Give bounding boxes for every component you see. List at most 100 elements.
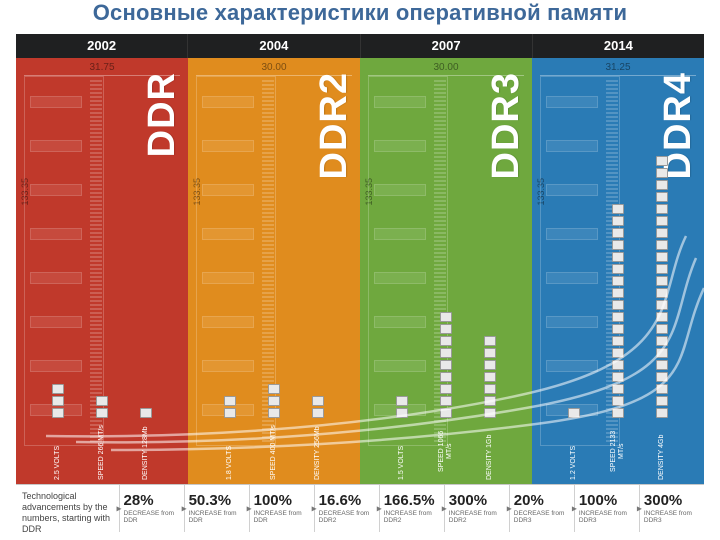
stat-sub: DECREASE from DDR	[124, 510, 180, 524]
bar-group: 2.5 VOLTSSPEED 266 MT/sDENSITY 128Mb	[16, 58, 188, 484]
bar-segment	[440, 396, 452, 406]
bar-segment	[656, 240, 668, 250]
bar-caption: DENSITY 4Gb	[658, 422, 666, 480]
bar-segment	[268, 396, 280, 406]
bar-segment	[440, 336, 452, 346]
bar-segment	[612, 384, 624, 394]
bar-segment	[612, 312, 624, 322]
bar-slot: SPEED 2133 MT/s	[601, 58, 635, 480]
bar-segment	[52, 384, 64, 394]
stat-percent: 100%	[254, 493, 292, 508]
bar-caption: SPEED 1066 MT/s	[438, 422, 454, 480]
bar-segment	[656, 192, 668, 202]
bar-segment	[440, 348, 452, 358]
bar-segment	[484, 372, 496, 382]
bar-segment	[396, 396, 408, 406]
footer-stat: 300%INCREASE from DDR2	[444, 485, 509, 532]
year-row: 2002200420072014	[16, 34, 704, 58]
bar-segment	[568, 408, 580, 418]
bar	[267, 382, 281, 418]
year-cell: 2014	[533, 34, 704, 58]
bar-segment	[52, 408, 64, 418]
bar-segment	[612, 204, 624, 214]
bar-caption: DENSITY 256Mb	[314, 422, 322, 480]
bar-segment	[656, 228, 668, 238]
bar-segment	[656, 336, 668, 346]
bar-segment	[484, 408, 496, 418]
stat-percent: 20%	[514, 493, 544, 508]
footer-stat: 16.6% DECREASE from DDR2	[314, 485, 379, 532]
bar	[483, 334, 497, 418]
bar-caption: DENSITY 1Gb	[486, 422, 494, 480]
gen-column-ddr2: 30.00DDR2133.351.8 VOLTSSPEED 400 MT/sDE…	[188, 58, 360, 484]
bar-segment	[612, 360, 624, 370]
bar-caption: 1.5 VOLTS	[398, 422, 406, 480]
bar-slot: 1.8 VOLTS	[213, 58, 247, 480]
bar-segment	[656, 276, 668, 286]
page: Основные характеристики оперативной памя…	[0, 0, 720, 540]
column-area: 31.75DDR133.352.5 VOLTSSPEED 266 MT/sDEN…	[16, 58, 704, 484]
bar-segment	[612, 252, 624, 262]
bar-segment	[440, 360, 452, 370]
page-title: Основные характеристики оперативной памя…	[0, 0, 720, 36]
stat-sub: INCREASE from DDR3	[644, 510, 700, 524]
bar-segment	[612, 396, 624, 406]
bar	[611, 202, 625, 418]
bar	[95, 394, 109, 418]
bar-segment	[612, 348, 624, 358]
bar-segment	[656, 324, 668, 334]
stat-sub: DECREASE from DDR3	[514, 510, 570, 524]
bar-segment	[612, 336, 624, 346]
bar-segment	[656, 300, 668, 310]
bar-slot: DENSITY 4Gb	[645, 58, 679, 480]
bar-caption: DENSITY 128Mb	[142, 422, 150, 480]
bar-segment	[612, 240, 624, 250]
bar-group: 1.5 VOLTS SPEED 1066 MT/s DENSITY 1Gb	[360, 58, 532, 484]
bar-segment	[484, 360, 496, 370]
stat-percent: 300%	[449, 493, 487, 508]
bar-segment	[440, 372, 452, 382]
stat-percent: 50.3%	[189, 493, 232, 508]
bar-segment	[656, 168, 668, 178]
footer-stat: 166.5% INCREASE from DDR2	[379, 485, 444, 532]
bar	[567, 406, 581, 418]
bar-segment	[484, 348, 496, 358]
footer-stat: 28% DECREASE from DDR	[119, 485, 184, 532]
bar-segment	[440, 324, 452, 334]
bar-caption: 1.2 VOLTS	[570, 422, 578, 480]
bar-segment	[656, 384, 668, 394]
bar-segment	[52, 396, 64, 406]
stat-sub: INCREASE from DDR3	[579, 510, 635, 524]
bar-segment	[656, 360, 668, 370]
gen-column-ddr: 31.75DDR133.352.5 VOLTSSPEED 266 MT/sDEN…	[16, 58, 188, 484]
footer-stat: 100%INCREASE from DDR	[249, 485, 314, 532]
bar-segment	[656, 180, 668, 190]
gen-column-ddr4: 31.25DDR4133.351.2 VOLTSSPEED 2133 MT/sD…	[532, 58, 704, 484]
stat-sub: DECREASE from DDR2	[319, 510, 375, 524]
bar-segment	[656, 396, 668, 406]
bar-segment	[656, 408, 668, 418]
bar-slot: DENSITY 256Mb	[301, 58, 335, 480]
bar-segment	[440, 384, 452, 394]
bar-segment	[224, 408, 236, 418]
stat-percent: 16.6%	[319, 493, 362, 508]
bar-segment	[484, 396, 496, 406]
bar-caption: 2.5 VOLTS	[54, 422, 62, 480]
gen-column-ddr3: 30.00DDR3133.351.5 VOLTSSPEED 1066 MT/sD…	[360, 58, 532, 484]
bar-segment	[612, 372, 624, 382]
bar-slot: DENSITY 128Mb	[129, 58, 163, 480]
bar	[311, 394, 325, 418]
stat-percent: 166.5%	[384, 493, 435, 508]
bar-segment	[656, 264, 668, 274]
stat-sub: INCREASE from DDR2	[384, 510, 440, 524]
year-cell: 2007	[361, 34, 533, 58]
bar-slot: SPEED 1066 MT/s	[429, 58, 463, 480]
stat-percent: 28%	[124, 493, 154, 508]
year-cell: 2004	[188, 34, 360, 58]
bar-segment	[612, 264, 624, 274]
bar-segment	[440, 312, 452, 322]
bar-segment	[656, 372, 668, 382]
bar-caption: SPEED 400 MT/s	[270, 422, 278, 480]
footer-stat: 100%INCREASE from DDR3	[574, 485, 639, 532]
bar-segment	[656, 204, 668, 214]
